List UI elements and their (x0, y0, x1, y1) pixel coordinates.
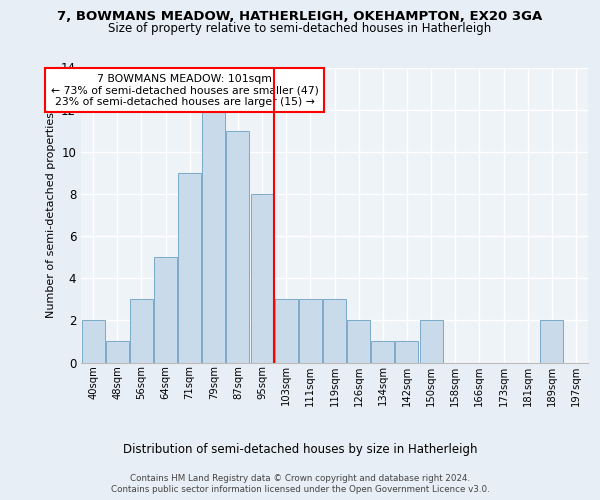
Text: 7 BOWMANS MEADOW: 101sqm
← 73% of semi-detached houses are smaller (47)
23% of s: 7 BOWMANS MEADOW: 101sqm ← 73% of semi-d… (51, 74, 319, 107)
Bar (323, 300, 346, 362)
Bar (299, 300, 322, 362)
Bar (347, 320, 370, 362)
Bar (275, 300, 298, 362)
Text: Contains HM Land Registry data © Crown copyright and database right 2024.: Contains HM Land Registry data © Crown c… (130, 474, 470, 483)
Bar (251, 194, 274, 362)
Bar (419, 320, 443, 362)
Bar (178, 173, 201, 362)
Bar (82, 320, 104, 362)
Bar (371, 342, 394, 362)
Bar (106, 342, 128, 362)
Bar (395, 342, 418, 362)
Y-axis label: Number of semi-detached properties: Number of semi-detached properties (46, 112, 56, 318)
Text: Size of property relative to semi-detached houses in Hatherleigh: Size of property relative to semi-detach… (109, 22, 491, 35)
Text: Contains public sector information licensed under the Open Government Licence v3: Contains public sector information licen… (110, 485, 490, 494)
Text: 7, BOWMANS MEADOW, HATHERLEIGH, OKEHAMPTON, EX20 3GA: 7, BOWMANS MEADOW, HATHERLEIGH, OKEHAMPT… (58, 10, 542, 23)
Bar (202, 110, 225, 362)
Bar (154, 257, 177, 362)
Bar (226, 130, 250, 362)
Bar (541, 320, 563, 362)
Text: Distribution of semi-detached houses by size in Hatherleigh: Distribution of semi-detached houses by … (123, 442, 477, 456)
Bar (130, 300, 153, 362)
